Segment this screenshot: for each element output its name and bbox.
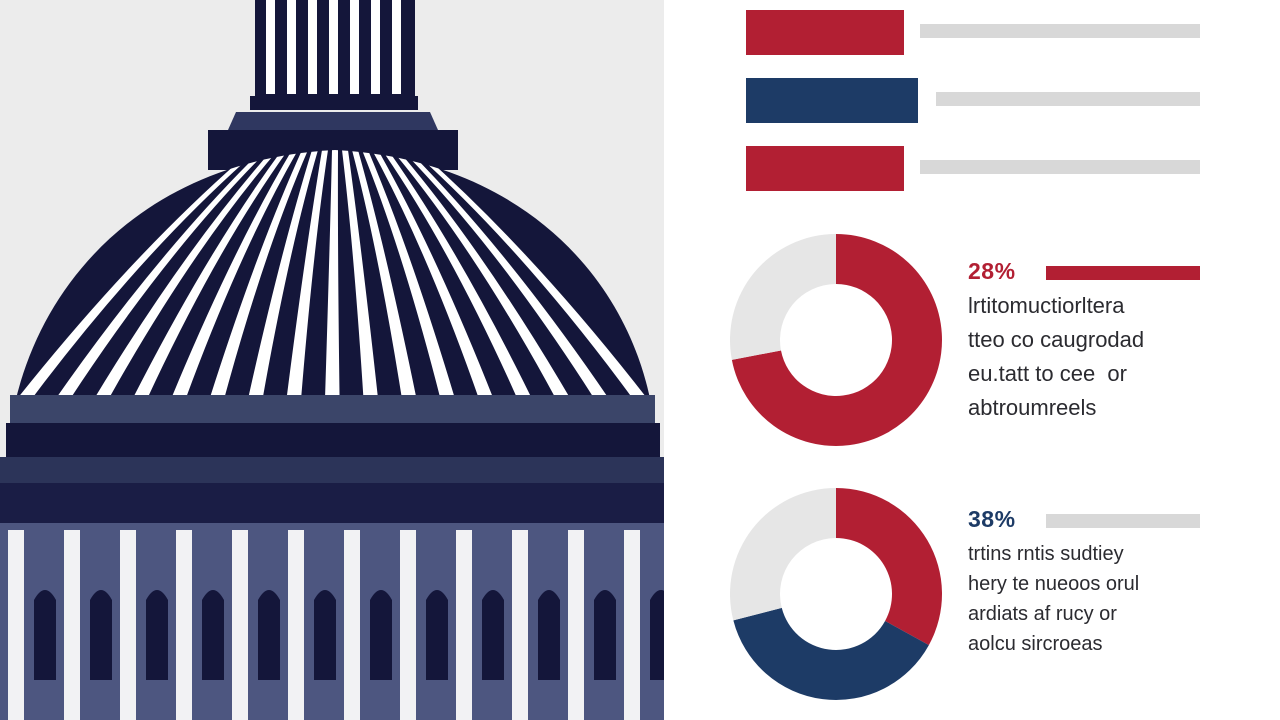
donut-2-slice-2 — [733, 607, 929, 700]
stat-block-2: 38% trtins rntis sudtiey hery te nueoos … — [968, 506, 1200, 659]
legend-line-3 — [920, 160, 1200, 174]
stat-text-1-line-4: abtroumreels — [968, 395, 1097, 420]
stat-text-1-line-3: eu.tatt to cee or — [968, 361, 1127, 386]
stat-rule-1 — [1046, 266, 1200, 280]
donut-2-slice-1 — [836, 488, 942, 646]
capitol-dome-icon — [0, 0, 664, 720]
donut-1-slice-1 — [731, 234, 942, 446]
donut-chart-1 — [730, 234, 942, 446]
stat-rule-2 — [1046, 514, 1200, 528]
legend-bar-2 — [746, 78, 918, 123]
stat-block-1: 28% lrtitomuctiorltera tteo co caugrodad… — [968, 258, 1200, 425]
legend-bar-1 — [746, 10, 904, 55]
donut-chart-2 — [730, 488, 942, 700]
dome-ribs — [10, 150, 655, 430]
stat-text-1-line-1: lrtitomuctiorltera — [968, 293, 1125, 318]
legend-line-2 — [936, 92, 1200, 106]
stat-text-2-line-3: ardiats af rucy or — [968, 603, 1117, 625]
donut-1-slice-2 — [730, 234, 836, 360]
stat-text-1-line-2: tteo co caugrodad — [968, 327, 1145, 352]
stat-text-2-line-4: aolcu sircroeas — [968, 633, 1103, 655]
stat-text-2-line-2: hery te nueoos orul — [968, 573, 1140, 595]
legend-line-1 — [920, 24, 1200, 38]
cupola-columns — [266, 0, 401, 94]
stat-percent-1: 28% — [968, 258, 1016, 284]
legend-bar-3 — [746, 146, 904, 191]
donut-2-slice-3 — [730, 488, 836, 621]
capitol-dome-illustration — [0, 0, 664, 720]
stat-percent-2: 38% — [968, 506, 1016, 532]
colonnade-columns — [8, 530, 664, 720]
stat-text-2-line-1: trtins rntis sudtiey — [968, 543, 1124, 565]
